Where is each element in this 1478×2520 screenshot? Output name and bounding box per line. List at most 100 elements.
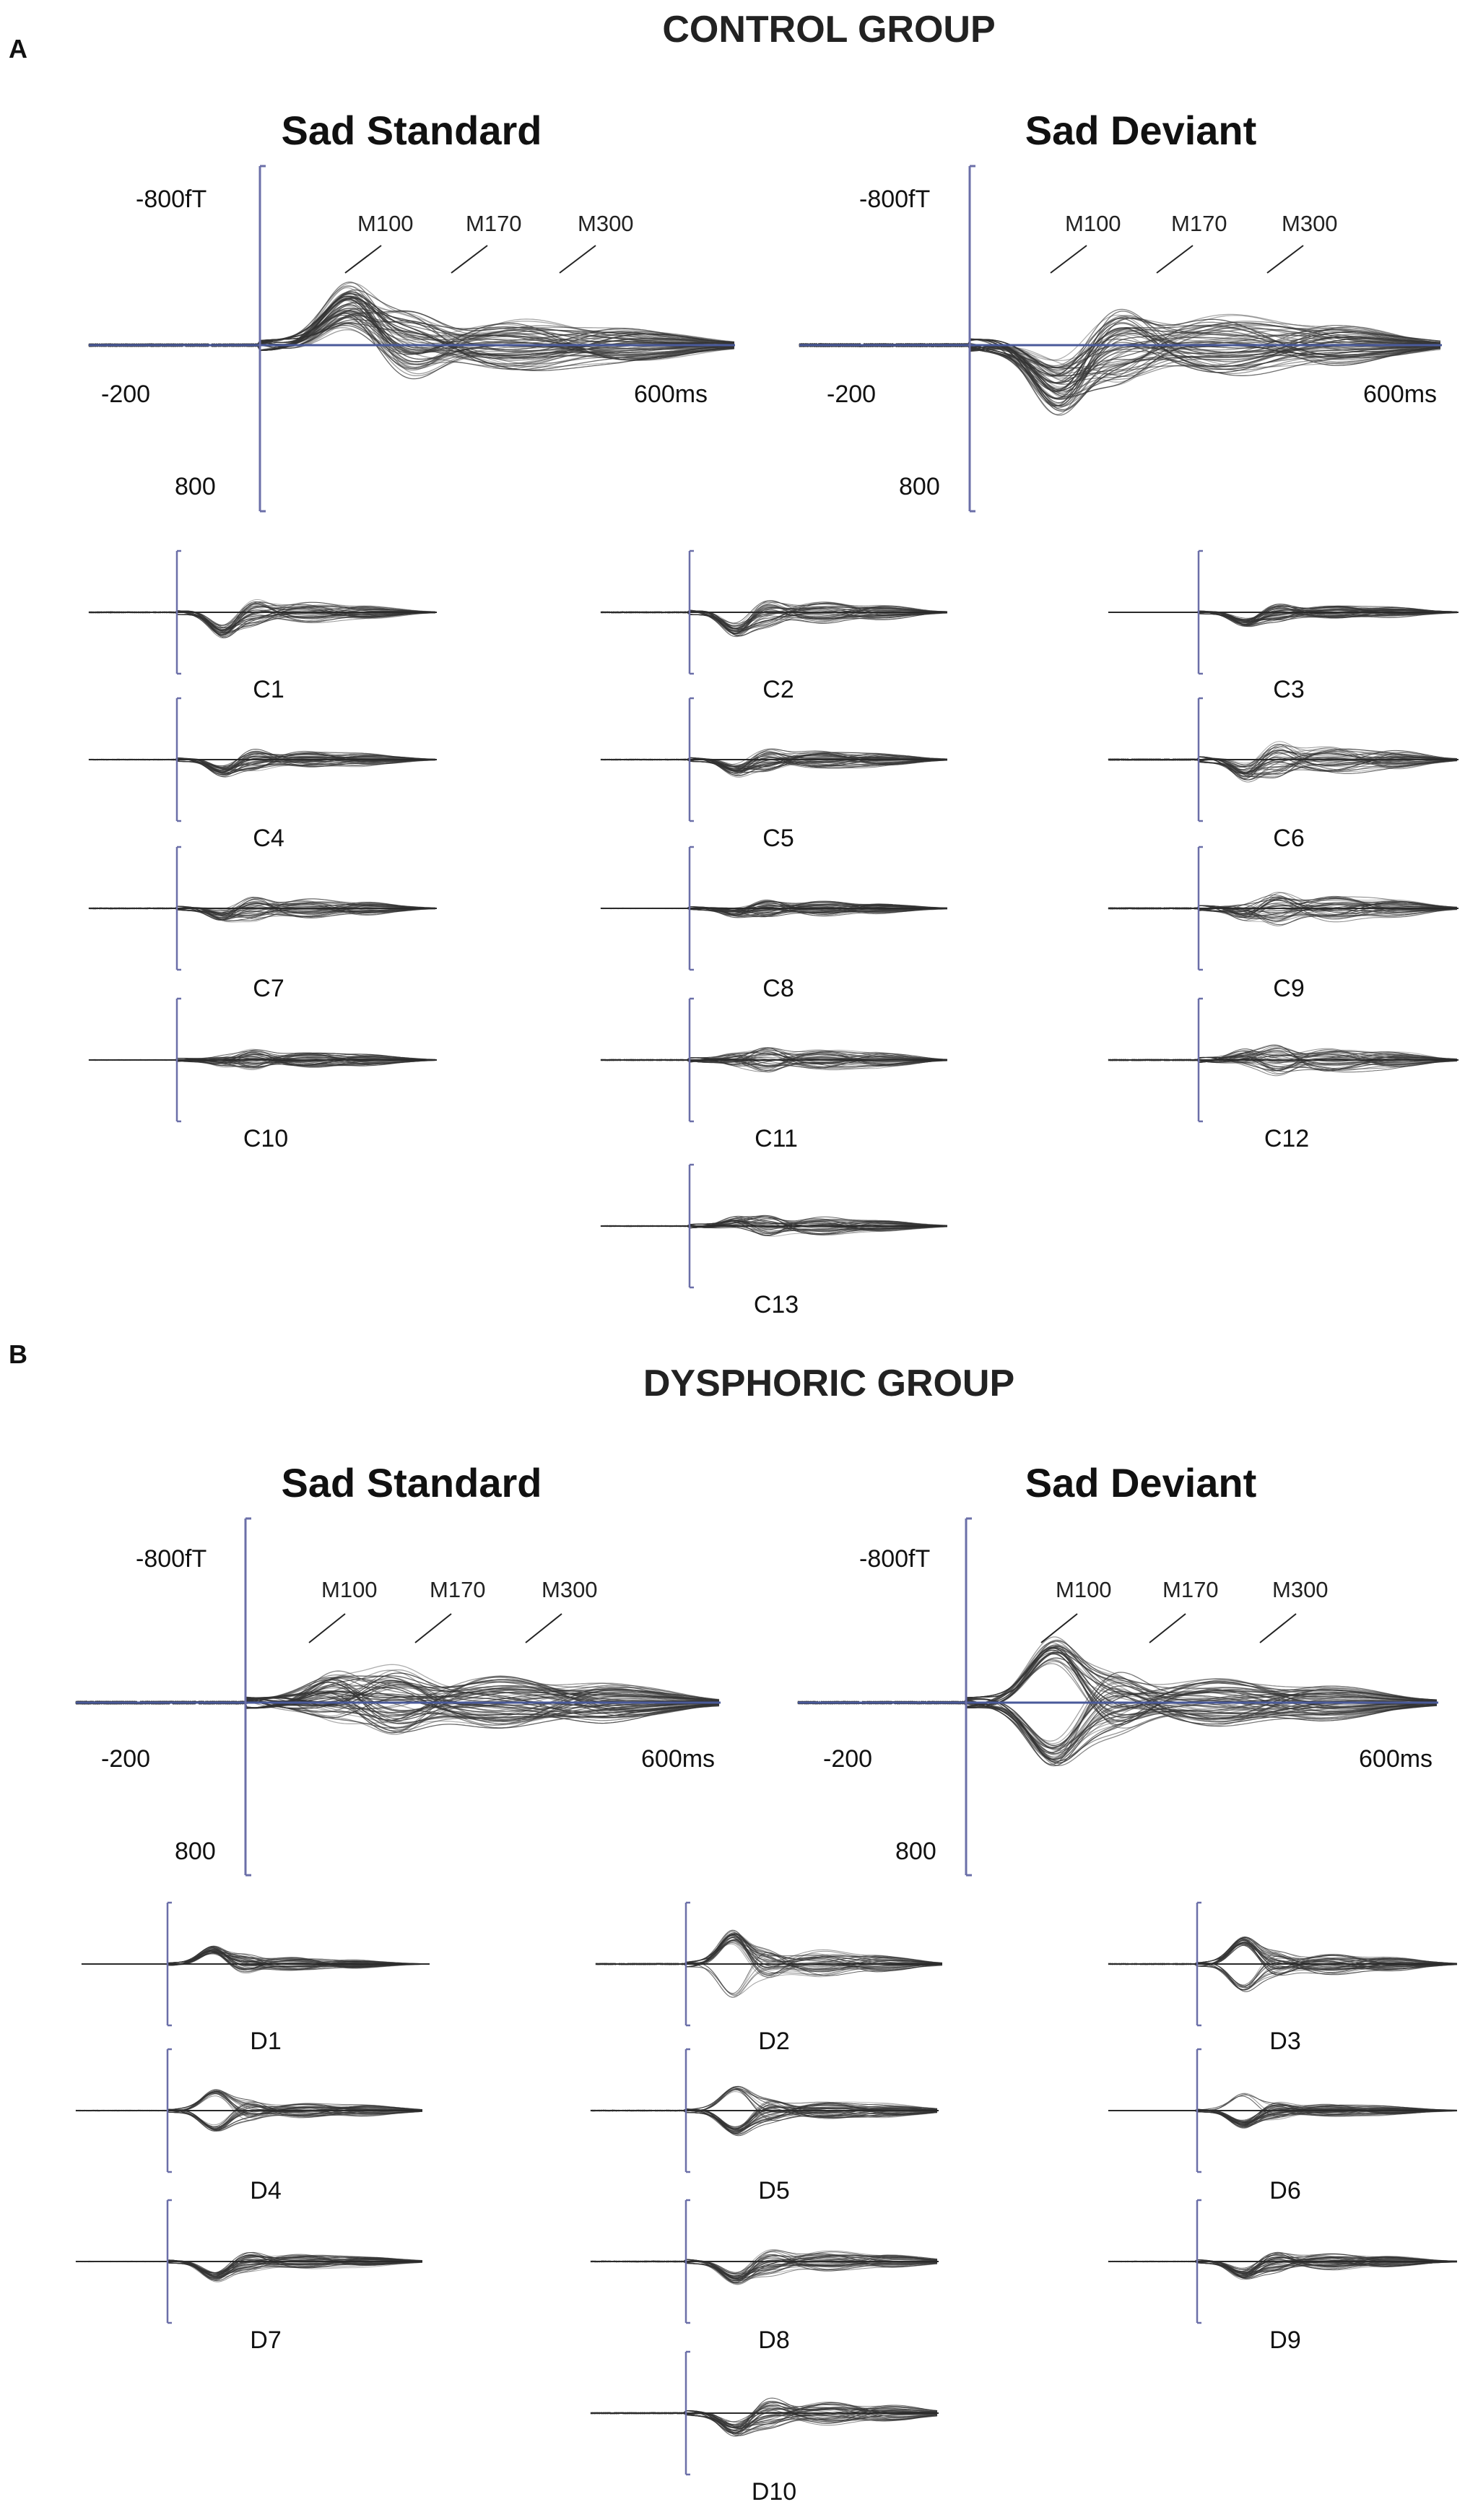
panel-b: B DYSPHORIC GROUP Sad Standard Sad Devia… <box>9 1339 1458 2506</box>
butterfly-plot-a-standard: -800fT 800 -200 600ms M100 M170 M300 <box>88 165 735 513</box>
peak-marker-m100 <box>1040 1613 1078 1643</box>
subject-plot-c2: C2 <box>600 549 948 703</box>
peak-label-m100: M100 <box>321 1577 378 1602</box>
x-axis-end-label: 600ms <box>634 381 708 408</box>
subject-label-d2: D2 <box>758 2028 789 2055</box>
subject-label-d1: D1 <box>250 2028 281 2055</box>
subject-plot-c4: C4 <box>88 697 437 852</box>
subject-plot-c12: C12 <box>1108 997 1459 1152</box>
subject-plot-c5: C5 <box>600 697 948 852</box>
x-axis-start-label: -200 <box>101 381 150 408</box>
butterfly-plot-b-deviant: -800fT 800 -200 600ms M100 M170 M300 <box>797 1517 1438 1877</box>
peak-marker-m170 <box>1156 245 1194 274</box>
subject-label-d4: D4 <box>250 2177 281 2204</box>
peak-label-m300: M300 <box>1272 1577 1329 1602</box>
subject-label-d7: D7 <box>250 2326 281 2354</box>
x-axis-end-label: 600ms <box>641 1745 715 1773</box>
subject-label-d8: D8 <box>758 2326 789 2354</box>
subject-label-c2: C2 <box>762 676 794 703</box>
subject-plot-c6: C6 <box>1108 697 1459 852</box>
subject-plot-c13: C13 <box>600 1163 948 1318</box>
peak-marker-m300 <box>1266 245 1304 274</box>
x-axis-end-label: 600ms <box>1359 1745 1433 1773</box>
subject-plot-d9: D9 <box>1108 2199 1458 2354</box>
subject-label-d6: D6 <box>1269 2177 1300 2204</box>
waveform-trace <box>799 336 1441 370</box>
peak-label-m100: M100 <box>357 211 414 236</box>
subject-label-c13: C13 <box>754 1291 799 1318</box>
subject-plot-d1: D1 <box>81 1901 430 2055</box>
subject-label-d9: D9 <box>1269 2326 1300 2354</box>
y-axis-bottom-label: 800 <box>899 473 940 500</box>
subject-plot-c7: C7 <box>88 846 437 1002</box>
peak-label-m170: M170 <box>1162 1577 1219 1602</box>
subject-label-c11: C11 <box>755 1125 798 1152</box>
subject-plot-d2: D2 <box>595 1901 943 2055</box>
peak-label-m100: M100 <box>1065 211 1121 236</box>
x-axis-end-label: 600ms <box>1363 381 1437 408</box>
subject-label-c5: C5 <box>762 825 794 852</box>
y-axis-bottom-label: 800 <box>175 473 216 500</box>
subject-label-c7: C7 <box>253 975 284 1002</box>
peak-marker-m100 <box>1050 245 1087 274</box>
condition-title-a-standard: Sad Standard <box>282 108 542 153</box>
y-axis-top-label: -800fT <box>859 1545 930 1573</box>
peak-label-m100: M100 <box>1056 1577 1112 1602</box>
waveform-trace <box>75 1684 720 1711</box>
peak-marker-m170 <box>414 1613 452 1643</box>
peak-marker-m300 <box>559 245 596 274</box>
peak-marker-m300 <box>1259 1613 1297 1643</box>
waveform-trace <box>88 610 436 631</box>
peak-label-m170: M170 <box>1171 211 1227 236</box>
subject-plot-c8: C8 <box>600 846 948 1002</box>
subject-plot-d6: D6 <box>1108 2048 1458 2204</box>
x-axis-start-label: -200 <box>827 381 876 408</box>
group-title-control: CONTROL GROUP <box>662 9 995 51</box>
condition-title-b-standard: Sad Standard <box>282 1460 542 1506</box>
subject-label-c9: C9 <box>1273 975 1304 1002</box>
peak-label-m170: M170 <box>430 1577 486 1602</box>
y-axis-bottom-label: 800 <box>175 1838 216 1865</box>
subject-plot-d3: D3 <box>1108 1901 1458 2055</box>
y-axis-top-label: -800fT <box>136 186 207 213</box>
peak-label-m300: M300 <box>542 1577 598 1602</box>
subject-plot-c1: C1 <box>88 549 437 703</box>
subject-plot-d7: D7 <box>75 2199 423 2354</box>
condition-title-b-deviant: Sad Deviant <box>1025 1460 1257 1506</box>
subject-plot-d10: D10 <box>590 2350 939 2506</box>
waveform-trace <box>75 1664 720 1718</box>
subject-label-d3: D3 <box>1269 2028 1300 2055</box>
subject-plot-d4: D4 <box>75 2048 423 2204</box>
subject-label-c10: C10 <box>243 1125 288 1152</box>
subject-label-c8: C8 <box>762 975 794 1002</box>
subject-plot-c9: C9 <box>1108 846 1459 1002</box>
subject-label-c4: C4 <box>253 825 284 852</box>
subject-label-c1: C1 <box>253 676 284 703</box>
subject-label-c3: C3 <box>1273 676 1304 703</box>
subject-label-c12: C12 <box>1264 1125 1309 1152</box>
subject-plot-c11: C11 <box>600 997 948 1152</box>
y-axis-bottom-label: 800 <box>895 1838 936 1865</box>
butterfly-plot-b-standard: -800fT 800 -200 600ms M100 M170 M300 <box>75 1517 721 1877</box>
peak-label-m300: M300 <box>1282 211 1338 236</box>
subject-plot-d5: D5 <box>590 2048 939 2204</box>
subject-plot-d8: D8 <box>590 2199 939 2354</box>
subject-plot-c3: C3 <box>1108 549 1459 703</box>
peak-marker-m170 <box>451 245 488 274</box>
y-axis-top-label: -800fT <box>136 1545 207 1573</box>
peak-label-m170: M170 <box>466 211 522 236</box>
peak-marker-m170 <box>1149 1613 1186 1643</box>
group-title-dysphoric: DYSPHORIC GROUP <box>643 1363 1014 1404</box>
peak-marker-m300 <box>525 1613 562 1643</box>
x-axis-start-label: -200 <box>823 1745 872 1773</box>
peak-marker-m100 <box>308 1613 346 1643</box>
panel-a: A CONTROL GROUP Sad Standard Sad Deviant… <box>9 9 1459 1318</box>
peak-marker-m100 <box>344 245 382 274</box>
panel-letter-a: A <box>9 34 27 64</box>
subject-label-c6: C6 <box>1273 825 1304 852</box>
butterfly-plot-a-deviant: -800fT 800 -200 600ms M100 M170 M300 <box>799 165 1442 513</box>
condition-title-a-deviant: Sad Deviant <box>1025 108 1257 153</box>
panel-letter-b: B <box>9 1339 27 1369</box>
subject-plot-c10: C10 <box>88 997 437 1152</box>
